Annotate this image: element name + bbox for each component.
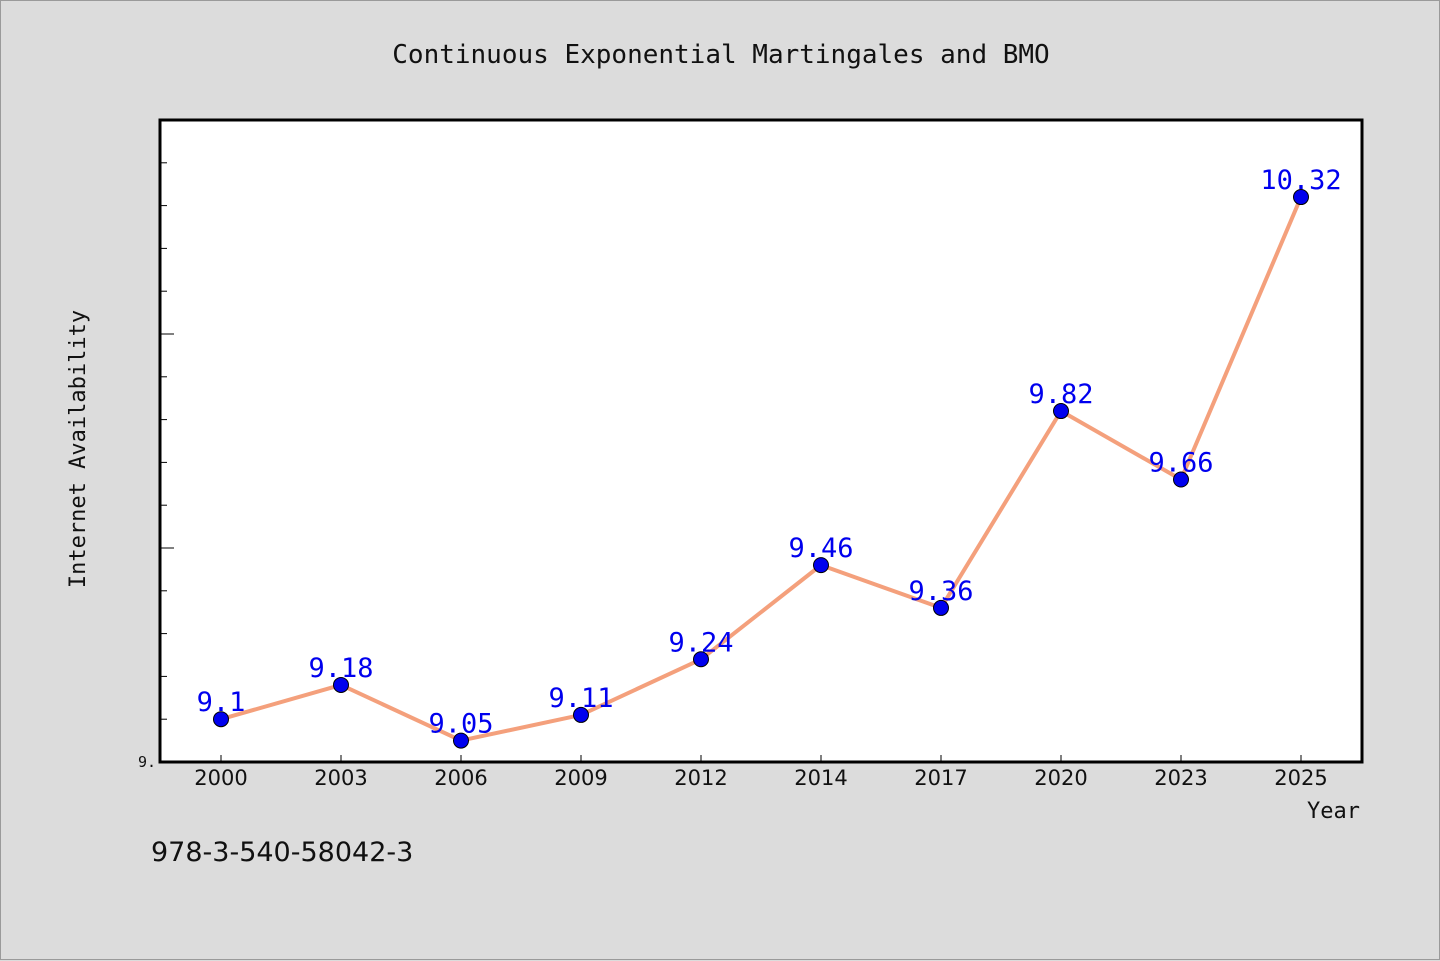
data-point — [1173, 471, 1189, 488]
data-label: 9.05 — [428, 709, 493, 740]
series-line — [220, 196, 1303, 743]
data-point — [1293, 189, 1309, 206]
x-axis-tick-label: 2014 — [794, 766, 847, 790]
plot-area — [158, 118, 1364, 764]
x-axis-ticks: 2000 2003 2006 2009 2012 2014 2017 2020 2023 2025 — [194, 755, 1328, 790]
isbn-text: 978-3-540-58042-3 — [151, 837, 414, 868]
data-label: 9.1 — [197, 687, 246, 718]
data-label: 9.46 — [788, 533, 853, 564]
x-axis-tick-label: 2012 — [674, 766, 727, 790]
series-layer: 9.1 9.18 9.05 9.11 9.24 9.46 9.36 9.82 9.66 10.32 — [197, 165, 1342, 749]
data-point — [1053, 403, 1069, 420]
y-axis-tick-label: 9. — [138, 753, 156, 771]
data-label: 9.82 — [1028, 379, 1093, 410]
data-point — [933, 599, 949, 616]
x-axis-tick-label: 2003 — [314, 766, 367, 790]
data-label: 9.24 — [668, 627, 733, 658]
x-axis-tick-label: 2023 — [1154, 766, 1207, 790]
x-axis-label: Year — [1307, 799, 1360, 824]
x-axis-tick-label: 2017 — [914, 766, 967, 790]
chart-title: Continuous Exponential Martingales and B… — [392, 40, 1049, 70]
data-point — [333, 676, 349, 693]
data-label: 9.36 — [908, 576, 973, 607]
y-axis-label: Internet Availability — [66, 310, 91, 588]
x-axis-tick-label: 2000 — [194, 766, 247, 790]
x-axis-tick-label: 2006 — [434, 766, 487, 790]
data-label: 9.11 — [548, 683, 613, 714]
data-label: 10.32 — [1260, 165, 1341, 196]
x-axis-tick-label: 2020 — [1034, 766, 1087, 790]
data-point — [453, 732, 469, 749]
x-axis-tick-label: 2025 — [1274, 766, 1327, 790]
x-axis-tick-label: 2009 — [554, 766, 607, 790]
data-point — [693, 651, 709, 668]
data-label: 9.66 — [1148, 448, 1213, 479]
data-point — [213, 711, 229, 728]
data-point — [813, 557, 829, 574]
y-axis-ticks — [160, 162, 174, 720]
data-point — [573, 706, 589, 723]
data-label: 9.18 — [308, 653, 373, 684]
